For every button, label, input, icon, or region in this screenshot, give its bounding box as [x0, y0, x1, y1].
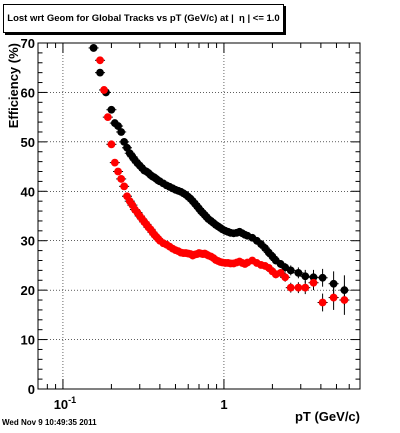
y-tick-label: 30 — [21, 234, 35, 249]
timestamp: Wed Nov 9 10:49:35 2011 — [2, 418, 97, 427]
y-axis-title: Efficiency (%) — [6, 43, 21, 128]
data-point — [110, 158, 119, 167]
y-tick-label: 60 — [21, 85, 35, 100]
x-axis-title: pT (GeV/c) — [295, 409, 360, 424]
marker-layer — [89, 44, 349, 307]
data-point — [318, 298, 327, 307]
y-tick-label: 40 — [21, 184, 35, 199]
x-tick-label: 10-1 — [54, 395, 76, 412]
y-tick-label: 50 — [21, 135, 35, 150]
data-point — [286, 283, 295, 292]
data-point — [117, 128, 126, 136]
data-point — [96, 56, 104, 65]
data-point — [96, 68, 104, 77]
data-point — [100, 86, 108, 94]
data-point — [340, 286, 349, 295]
error-bar-layer — [88, 44, 350, 315]
data-point — [286, 266, 295, 275]
data-point — [294, 268, 303, 277]
data-point — [103, 113, 112, 122]
chart-title: Lost wrt Geom for Global Tracks vs pT (G… — [7, 13, 280, 24]
data-point — [329, 279, 338, 288]
plot-frame — [37, 42, 361, 390]
y-tick-label: 20 — [21, 283, 35, 298]
data-point — [340, 296, 349, 304]
y-tick-label: 70 — [21, 36, 35, 51]
data-point — [117, 175, 126, 183]
data-point — [309, 278, 318, 287]
data-point — [301, 272, 310, 281]
data-point — [318, 273, 327, 282]
tick-label-layer: 0 10 20 30 40 50 60 70 10-1 1 — [21, 36, 228, 412]
data-point — [107, 105, 116, 114]
x-tick-label: 1 — [220, 397, 227, 412]
data-point — [281, 273, 290, 282]
chart-title-box: Lost wrt Geom for Global Tracks vs pT (G… — [3, 4, 284, 33]
tick-layer — [37, 42, 361, 390]
data-point — [107, 140, 116, 149]
y-tick-label: 0 — [28, 382, 35, 397]
data-point — [114, 122, 122, 130]
data-point — [114, 167, 122, 176]
data-point — [120, 137, 129, 146]
y-tick-label: 10 — [21, 333, 35, 348]
data-point — [120, 182, 129, 191]
data-point — [329, 293, 338, 302]
data-point — [309, 273, 318, 282]
grid-layer — [38, 43, 360, 389]
data-point — [301, 283, 310, 292]
data-point — [294, 283, 303, 292]
data-point — [89, 44, 98, 52]
